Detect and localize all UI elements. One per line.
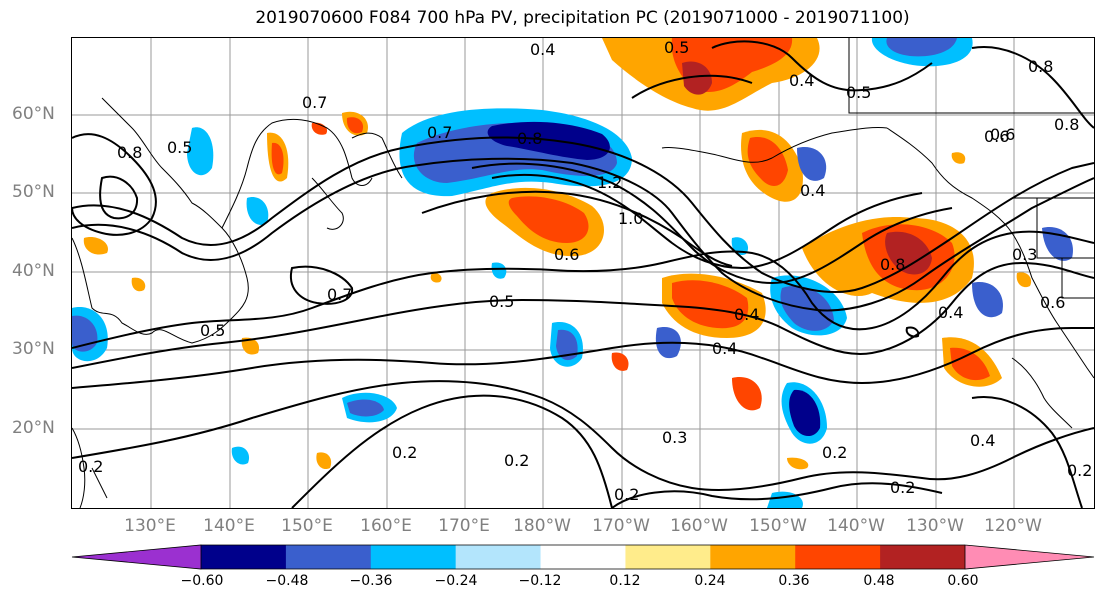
contour-label: 0.8 [1054,115,1079,134]
contour-label: 0.2 [890,478,915,497]
colorbar-segment [965,545,1094,569]
contour-label: 0.8 [117,143,142,162]
contour-label: 0.7 [327,285,352,304]
lon-label-160w: 160°W [670,516,728,536]
colorbar-tick-label: 0.48 [863,573,895,589]
colorbar-segment [72,545,201,569]
contour-label: 0.6 [1040,293,1065,312]
pv-contours [72,40,1094,508]
contour-label: 1.2 [597,173,622,192]
colorbar-segment [370,545,457,569]
coastlines [72,38,1094,508]
colorbar-segments [72,545,1094,569]
colorbar-tick-label: −0.12 [518,573,562,589]
colorbar-segment [795,545,881,569]
contour-label: 0.6 [554,245,579,264]
colorbar [71,544,1095,570]
contour-label: 0.8 [517,129,542,148]
contour-label: 0.4 [938,303,963,322]
lon-label-130w: 130°W [906,516,964,536]
colorbar-tick-label: 0.12 [609,573,641,589]
lon-label-120w: 120°W [984,516,1042,536]
colorbar-tick-label: 0.24 [694,573,726,589]
lat-label-50n: 50°N [12,182,55,202]
colorbar-segment [201,545,287,569]
lon-label-140w: 140°W [827,516,885,536]
contour-label: 0.2 [822,443,847,462]
contour-label: 0.5 [846,83,871,102]
contour-label: 1.0 [618,209,643,228]
lat-label-60n: 60°N [12,104,55,124]
contour-label: 0.2 [614,485,639,504]
lon-label-170e: 170°E [438,516,490,536]
colorbar-segment [285,545,372,569]
contour-label: 0.2 [1067,461,1092,480]
map-plot: 0.4 0.5 0.4 0.6 0.8 0.7 0.8 0.5 0.7 0.8 … [72,38,1094,508]
lat-label-30n: 30°N [12,339,55,359]
contour-label: 0.6 [990,125,1015,144]
lat-label-40n: 40°N [12,261,55,281]
contour-label: 0.3 [1012,245,1037,264]
contour-label: 0.6 [984,127,1009,146]
colorbar-segment [455,545,542,569]
colorbar-tick-label: −0.48 [265,573,309,589]
lon-label-150w: 150°W [749,516,807,536]
map-panel: 0.4 0.5 0.4 0.6 0.8 0.7 0.8 0.5 0.7 0.8 … [71,37,1095,509]
colorbar-segment [625,545,711,569]
contour-label: 0.8 [1028,57,1053,76]
contour-label: 0.4 [789,71,814,90]
lat-label-20n: 20°N [12,418,55,438]
contour-label: 0.7 [302,93,327,112]
lon-label-150e: 150°E [281,516,333,536]
colorbar-tick-label: −0.24 [434,573,478,589]
colorbar-tick-label: −0.36 [349,573,393,589]
contour-label: 0.5 [167,138,192,157]
contour-label: 0.2 [504,451,529,470]
contour-label: 0.5 [200,321,225,340]
lon-label-140e: 140°E [203,516,255,536]
contour-label: 0.5 [664,38,689,57]
contour-label: 0.4 [530,40,555,59]
contour-label: 0.3 [662,428,687,447]
contour-label: 0.4 [970,431,995,450]
contour-label: 0.8 [880,255,905,274]
lon-label-160e: 160°E [360,516,412,536]
colorbar-tick-label: −0.60 [180,573,224,589]
map-title: 2019070600 F084 700 hPa PV, precipitatio… [255,8,910,28]
lon-label-180w: 180°W [513,516,571,536]
colorbar-segment [880,545,966,569]
contour-labels: 0.4 0.5 0.4 0.6 0.8 0.7 0.8 0.5 0.7 0.8 … [78,38,1092,504]
colorbar-tick-label: 0.60 [947,573,979,589]
contour-label: 0.4 [712,339,737,358]
colorbar-segment [710,545,796,569]
contour-label: 0.4 [734,305,759,324]
contour-label: 0.7 [427,123,452,142]
contour-label: 0.2 [78,457,103,476]
lon-label-170w: 170°W [592,516,650,536]
contour-label: 0.2 [392,443,417,462]
precip-shading [72,38,1073,508]
colorbar-segment [540,545,626,569]
contour-label: 0.5 [489,292,514,311]
contour-label: 0.4 [800,181,825,200]
lon-label-130e: 130°E [124,516,176,536]
colorbar-tick-label: 0.36 [778,573,810,589]
